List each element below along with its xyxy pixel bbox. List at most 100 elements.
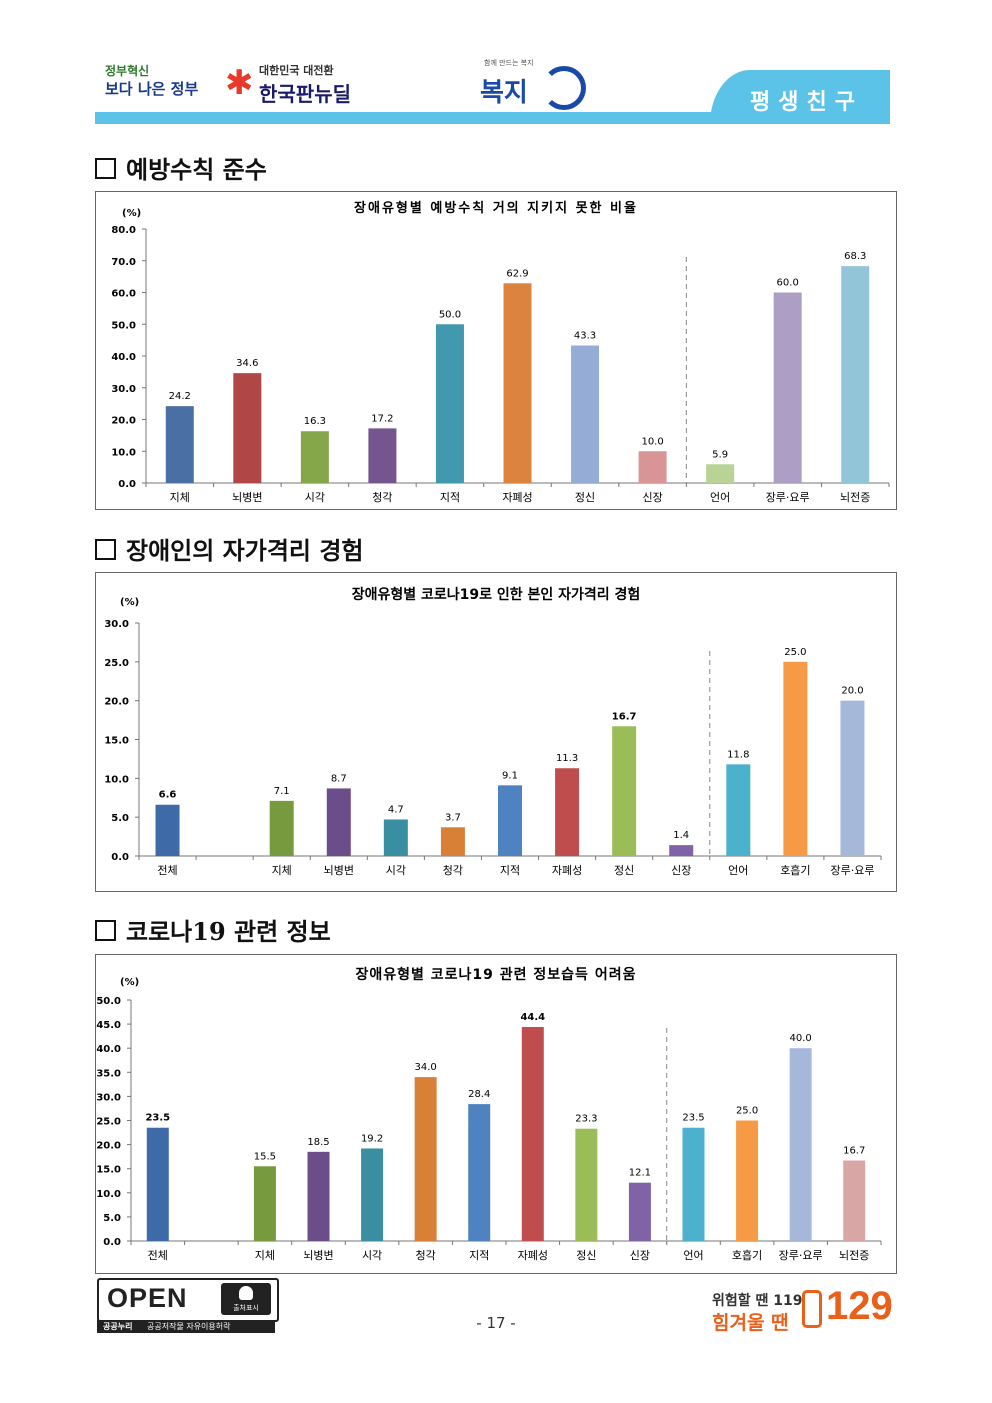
hotline-129-logo: 위험할 땐 119 힘겨울 땐 129 xyxy=(710,1278,900,1334)
bar xyxy=(253,1166,276,1241)
bar xyxy=(521,1026,544,1241)
category-label: 호흡기 xyxy=(732,1248,762,1262)
logo3-small-text: 함께 만드는 복지 xyxy=(484,59,534,67)
category-label: 언어 xyxy=(710,491,730,504)
data-label: 60.0 xyxy=(777,278,799,289)
category-label: 호흡기 xyxy=(780,863,810,877)
checkbox-icon xyxy=(95,158,116,179)
category-label: 장루·요루 xyxy=(830,864,874,877)
y-tick-label: 0.0 xyxy=(118,479,136,490)
data-label: 3.7 xyxy=(445,812,461,823)
bar xyxy=(575,1128,598,1241)
y-axis-unit: (%) xyxy=(120,977,139,988)
category-label: 지체 xyxy=(272,864,292,877)
bar xyxy=(841,266,870,483)
data-label: 9.1 xyxy=(502,770,518,781)
category-label: 시각 xyxy=(362,1249,382,1262)
welfare-logo: 함께 만드는 복지 복지 xyxy=(480,58,586,118)
bar xyxy=(326,788,351,856)
chart-title: 장애유형별 코로나19 관련 정보습득 어려움 xyxy=(356,966,637,983)
data-label: 11.3 xyxy=(556,753,578,764)
bar xyxy=(440,827,465,856)
y-tick-label: 25.0 xyxy=(96,1117,121,1128)
category-label: 지적 xyxy=(500,864,520,877)
data-label: 28.4 xyxy=(468,1089,490,1100)
y-tick-label: 50.0 xyxy=(111,320,136,331)
bar xyxy=(706,464,735,483)
chart-prevention: 장애유형별 예방수칙 거의 지키지 못한 비율 (%) 0.0 10.0 20.0 30.… xyxy=(95,191,897,510)
category-label: 신장 xyxy=(630,1249,650,1262)
data-label: 11.8 xyxy=(727,749,749,760)
attribution-badge: 출처표시 xyxy=(221,1283,271,1315)
category-label: 자폐성 xyxy=(502,491,532,504)
category-label: 청각 xyxy=(372,491,392,504)
category-label: 정신 xyxy=(576,1249,596,1262)
logo2-small-text: 대한민국 대전환 xyxy=(259,64,334,77)
open-license-logo: OPEN 출처표시 공공누리 공공저작물 자유이용허락 xyxy=(97,1278,279,1333)
bar xyxy=(638,451,667,483)
new-deal-star-icon: ✱ xyxy=(225,63,254,103)
section-title-text: 장애인의 자가격리 경험 xyxy=(126,536,364,565)
chart-quarantine: 장애유형별 코로나19로 인한 본인 자가격리 경험 (%) 0.0 5.0 10.0 1… xyxy=(95,572,897,892)
chart-prevention-svg: 장애유형별 예방수칙 거의 지키지 못한 비율 (%) 0.0 10.0 20.0 30.… xyxy=(111,200,890,504)
open-sub-b: 공공저작물 자유이용허락 xyxy=(147,1322,231,1331)
data-label: 18.5 xyxy=(307,1137,329,1148)
data-label: 44.4 xyxy=(520,1012,545,1023)
y-tick-label: 0.0 xyxy=(111,852,129,863)
y-tick-label: 0.0 xyxy=(103,1237,121,1248)
y-tick-label: 30.0 xyxy=(96,1092,121,1103)
open-text: OPEN xyxy=(107,1283,188,1313)
category-label: 신장 xyxy=(671,864,691,877)
category-label: 전체 xyxy=(157,864,177,877)
bar xyxy=(612,726,637,856)
y-tick-label: 15.0 xyxy=(104,736,129,747)
data-label: 15.5 xyxy=(254,1151,276,1162)
y-tick-label: 10.0 xyxy=(104,774,129,785)
y-tick-label: 35.0 xyxy=(96,1068,121,1079)
category-label: 청각 xyxy=(416,1249,436,1262)
category-label: 전체 xyxy=(148,1249,168,1262)
category-label: 정신 xyxy=(614,864,634,877)
section-title-text: 예방수칙 준수 xyxy=(126,155,267,184)
y-tick-label: 30.0 xyxy=(104,619,129,630)
data-label: 23.5 xyxy=(145,1113,170,1124)
header-tab-label: 평생친구 xyxy=(750,90,863,115)
person-icon xyxy=(239,1286,253,1300)
chart-covid-info: 장애유형별 코로나19 관련 정보습득 어려움 (%) 0.0 5.0 10.0 15.0… xyxy=(95,954,897,1274)
data-label: 25.0 xyxy=(736,1106,758,1117)
bar xyxy=(155,804,180,856)
y-tick-label: 20.0 xyxy=(111,416,136,427)
category-label: 지체 xyxy=(170,491,190,504)
data-label: 5.9 xyxy=(712,449,728,460)
data-label: 40.0 xyxy=(790,1033,812,1044)
data-label: 23.5 xyxy=(682,1113,704,1124)
data-label: 43.3 xyxy=(574,331,596,342)
category-label: 뇌전증 xyxy=(839,1249,869,1262)
y-tick-label: 60.0 xyxy=(111,289,136,300)
data-label: 1.4 xyxy=(673,830,689,841)
chart-quarantine-svg: 장애유형별 코로나19로 인한 본인 자가격리 경험 (%) 0.0 5.0 10.0 1… xyxy=(104,586,882,877)
attribution-label: 출처표시 xyxy=(233,1304,259,1312)
bar xyxy=(789,1048,812,1241)
government-innovation-logo: 정부혁신 보다 나은 정부 xyxy=(105,62,205,112)
bar xyxy=(300,431,329,483)
data-label: 25.0 xyxy=(784,647,806,658)
y-tick-label: 45.0 xyxy=(96,1020,121,1031)
category-label: 지적 xyxy=(440,491,460,504)
y-tick-label: 25.0 xyxy=(104,658,129,669)
bar xyxy=(233,373,262,483)
bar xyxy=(682,1127,705,1241)
data-label: 16.7 xyxy=(843,1146,865,1157)
bar xyxy=(368,428,397,483)
data-label: 34.0 xyxy=(415,1062,437,1073)
category-label: 지적 xyxy=(469,1249,489,1262)
category-label: 자폐성 xyxy=(518,1249,548,1262)
bar xyxy=(571,345,600,483)
category-label: 장루·요루 xyxy=(779,1249,823,1262)
y-tick-label: 5.0 xyxy=(111,813,129,824)
data-label: 6.6 xyxy=(159,790,177,801)
bar xyxy=(773,292,802,483)
logo1-small-text: 정부혁신 xyxy=(105,64,150,78)
category-label: 정신 xyxy=(575,491,595,504)
korean-new-deal-logo: ✱ 대한민국 대전환 한국판뉴딜 xyxy=(225,62,385,112)
